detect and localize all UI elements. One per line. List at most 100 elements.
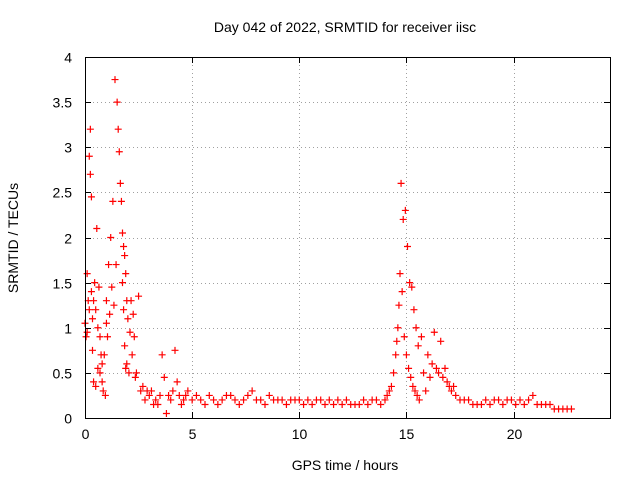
data-point [261, 400, 269, 408]
data-point [96, 333, 104, 341]
data-point [87, 288, 95, 296]
data-point [130, 333, 138, 341]
data-point [171, 346, 179, 354]
data-point [411, 387, 419, 395]
data-point [117, 197, 125, 205]
data-point [120, 306, 128, 314]
data-point [300, 400, 308, 408]
data-point [405, 364, 413, 372]
data-point [98, 360, 106, 368]
data-point [435, 369, 443, 377]
data-point [308, 400, 316, 408]
data-point [430, 328, 438, 336]
data-point [441, 364, 449, 372]
data-point [126, 328, 134, 336]
data-point [184, 387, 192, 395]
data-point [482, 396, 490, 404]
data-point [381, 396, 389, 404]
x-tick-label: 20 [507, 426, 523, 442]
data-point [244, 391, 252, 399]
x-tick-label: 0 [82, 426, 90, 442]
data-point [121, 342, 129, 350]
data-point [156, 391, 164, 399]
data-point [334, 396, 342, 404]
plot-frame [85, 57, 611, 419]
data-point [394, 324, 402, 332]
y-tick-label: 3 [64, 140, 72, 156]
data-point [452, 391, 460, 399]
data-point [85, 152, 93, 160]
data-point [516, 396, 524, 404]
data-point [137, 387, 145, 395]
data-point [415, 396, 423, 404]
data-point [428, 360, 436, 368]
data-point [420, 369, 428, 377]
data-point [398, 288, 406, 296]
data-point [402, 351, 410, 359]
data-point [169, 387, 177, 395]
data-point [321, 400, 329, 408]
data-point [364, 400, 372, 408]
data-point [278, 396, 286, 404]
y-tick-label: 1.5 [53, 276, 73, 292]
data-point [86, 125, 94, 133]
data-point [205, 391, 213, 399]
data-point [396, 270, 404, 278]
data-point [165, 391, 173, 399]
y-tick-label: 3.5 [53, 95, 73, 111]
data-point [410, 306, 418, 314]
y-tick-label: 0 [64, 411, 72, 427]
data-point [197, 396, 205, 404]
data-point [342, 396, 350, 404]
data-point [119, 279, 126, 287]
data-point [304, 396, 312, 404]
data-point [520, 400, 528, 408]
data-point [409, 382, 417, 390]
data-point [227, 391, 235, 399]
data-point [125, 369, 133, 377]
data-point [567, 405, 575, 413]
data-point [122, 270, 130, 278]
data-point [338, 400, 346, 408]
data-point [477, 400, 485, 408]
data-point [116, 179, 124, 187]
data-point [546, 400, 554, 408]
chart-title: Day 042 of 2022, SRMTID for receiver iis… [214, 19, 476, 35]
data-point [139, 382, 147, 390]
data-point [112, 261, 120, 269]
data-point [432, 364, 440, 372]
data-point [529, 391, 537, 399]
data-point [83, 270, 91, 278]
data-point [102, 319, 110, 327]
data-point [182, 391, 190, 399]
y-tick-label: 2.5 [53, 185, 73, 201]
data-point [87, 193, 95, 201]
data-point [109, 197, 117, 205]
data-point [108, 283, 116, 291]
data-point [317, 396, 325, 404]
data-point [486, 400, 494, 408]
data-point [399, 215, 407, 223]
data-point [152, 396, 160, 404]
data-point [372, 396, 380, 404]
data-point [392, 351, 400, 359]
data-point [385, 387, 393, 395]
data-point [400, 333, 408, 341]
ticks-layer: 0 5 10 15 20 0 0.5 1 1.5 2 2.5 3 3.5 4 [53, 50, 610, 442]
y-tick-label: 2 [64, 231, 72, 247]
data-point [101, 391, 109, 399]
data-point [525, 396, 533, 404]
data-point [177, 400, 185, 408]
data-point [295, 396, 303, 404]
data-point [512, 400, 520, 408]
data-point [257, 396, 265, 404]
data-point [82, 333, 90, 341]
data-point [450, 382, 458, 390]
data-point [192, 391, 200, 399]
data-point [162, 409, 170, 417]
data-point [173, 378, 181, 386]
x-tick-label: 10 [292, 426, 308, 442]
data-point [110, 301, 118, 309]
data-point [397, 179, 405, 187]
data-point [128, 351, 136, 359]
